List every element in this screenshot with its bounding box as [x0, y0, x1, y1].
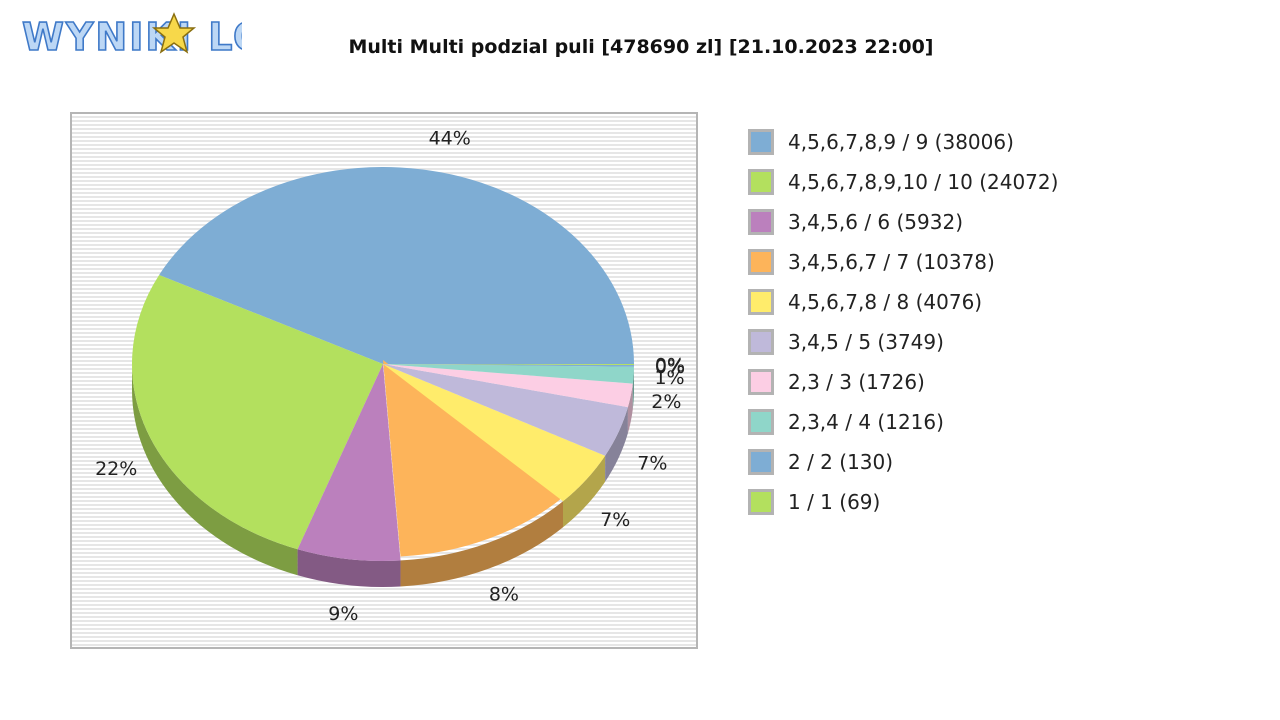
pie-side-6 [627, 383, 633, 434]
slice-percent-label-1: 22% [95, 458, 137, 480]
legend-swatch [748, 289, 774, 315]
slice-percent-label-2: 9% [328, 603, 358, 625]
legend-item: 4,5,6,7,8,9,10 / 10 (24072) [748, 162, 1058, 202]
slice-percent-label-9: 0% [655, 355, 685, 377]
legend-swatch [748, 489, 774, 515]
legend-label: 2,3,4 / 4 (1216) [788, 410, 944, 434]
pie-side-4 [563, 455, 606, 528]
legend-swatch [748, 369, 774, 395]
pie-tops [131, 166, 634, 561]
legend-item: 3,4,5 / 5 (3749) [748, 322, 1058, 362]
legend-label: 4,5,6,7,8,9 / 9 (38006) [788, 130, 1014, 154]
legend-item: 3,4,5,6 / 6 (5932) [748, 202, 1058, 242]
legend-item: 2,3,4 / 4 (1216) [748, 402, 1058, 442]
legend-label: 3,4,5,6 / 6 (5932) [788, 210, 964, 234]
pie-side-1 [132, 364, 298, 576]
pie-side-5 [605, 407, 628, 482]
slice-percent-label-5: 7% [637, 452, 667, 474]
star-icon [151, 12, 197, 54]
legend-label: 4,5,6,7,8 / 8 (4076) [788, 290, 983, 314]
pie-side-3 [400, 501, 564, 587]
legend: 4,5,6,7,8,9 / 9 (38006) 4,5,6,7,8,9,10 / … [748, 122, 1058, 522]
pie-slice-3 [383, 360, 564, 557]
pie-slice-4 [383, 364, 606, 502]
legend-swatch [748, 249, 774, 275]
legend-item: 3,4,5,6,7 / 7 (10378) [748, 242, 1058, 282]
pie-labels: 44%22%9%8%7%7%2%1%0%0% [95, 127, 685, 624]
pie-slice-5 [383, 364, 628, 456]
slice-percent-label-7: 1% [654, 367, 684, 389]
site-logo[interactable]: WYNIKI LOTTO [22, 12, 242, 58]
pie-slice-1 [131, 274, 383, 550]
slice-percent-label-4: 7% [600, 509, 630, 531]
legend-label: 3,4,5 / 5 (3749) [788, 330, 944, 354]
slice-percent-label-0: 44% [429, 127, 471, 149]
legend-swatch [748, 209, 774, 235]
legend-item: 4,5,6,7,8,9 / 9 (38006) [748, 122, 1058, 162]
legend-swatch [748, 329, 774, 355]
pie-side-2 [297, 549, 401, 587]
legend-label: 2 / 2 (130) [788, 450, 894, 474]
legend-label: 4,5,6,7,8,9,10 / 10 (24072) [788, 170, 1059, 194]
legend-item: 4,5,6,7,8 / 8 (4076) [748, 282, 1058, 322]
legend-swatch [748, 169, 774, 195]
chart-title: Multi Multi podzial puli [478690 zl] [21… [348, 36, 934, 58]
slice-percent-label-6: 2% [651, 391, 681, 413]
legend-swatch [748, 129, 774, 155]
legend-item: 2,3 / 3 (1726) [748, 362, 1058, 402]
logo-text: WYNIKI LOTTO [22, 15, 242, 58]
legend-label: 3,4,5,6,7 / 7 (10378) [788, 250, 995, 274]
pie-slice-6 [383, 364, 633, 408]
pie-slice-2 [297, 364, 401, 561]
legend-label: 2,3 / 3 (1726) [788, 370, 925, 394]
pie-slice-9 [383, 364, 634, 365]
legend-label: 1 / 1 (69) [788, 490, 881, 514]
legend-swatch [748, 449, 774, 475]
pie-chart: 44%22%9%8%7%7%2%1%0%0% [70, 112, 698, 649]
pie-slice-8 [383, 364, 634, 367]
pie-sides [132, 364, 634, 587]
pie-slice-0 [159, 166, 634, 364]
legend-item: 2 / 2 (130) [748, 442, 1058, 482]
slice-percent-label-3: 8% [489, 583, 519, 605]
pie-slice-7 [383, 364, 634, 384]
pie-side-7 [632, 366, 634, 410]
slice-percent-label-8: 0% [655, 356, 685, 378]
legend-swatch [748, 409, 774, 435]
legend-item: 1 / 1 (69) [748, 482, 1058, 522]
